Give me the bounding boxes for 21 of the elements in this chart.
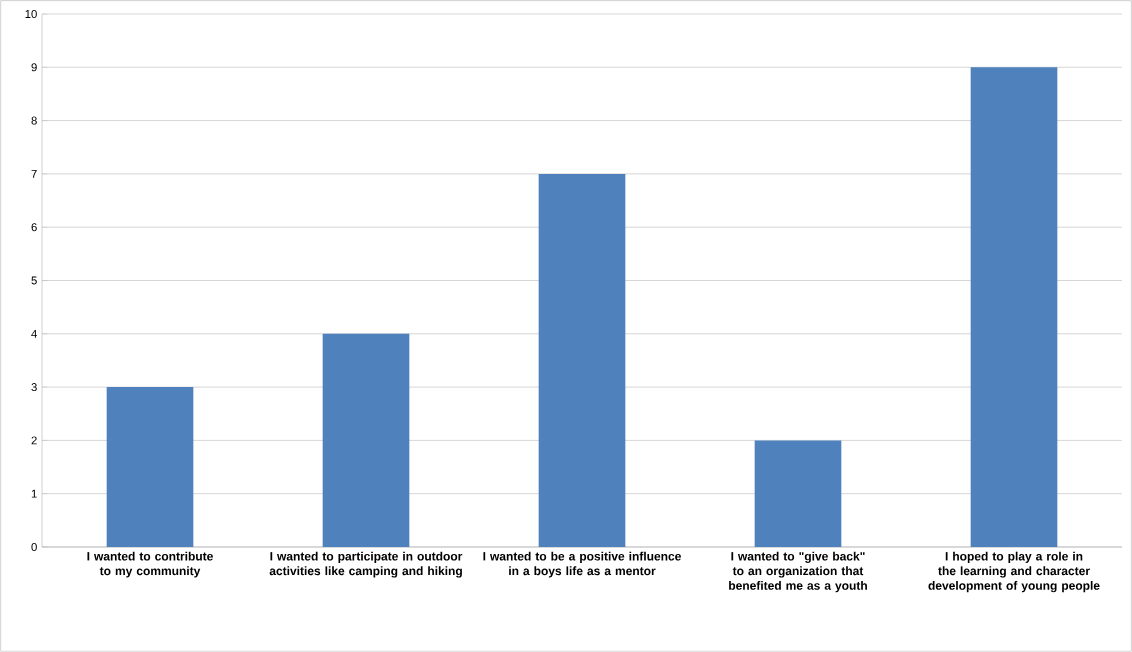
y-tick-label: 6 <box>31 223 37 232</box>
x-tick-label: I wanted to participate in outdoor activities like camping and hiking <box>269 551 463 578</box>
x-tick-label: I hoped to play a role in the learning and character development of young people <box>928 551 1100 593</box>
y-tick-label: 8 <box>31 116 37 125</box>
x-tick-label: I wanted to "give back" to an organization that benefited me as a youth <box>729 551 867 593</box>
bar <box>322 333 410 547</box>
y-tick-label: 0 <box>31 542 37 551</box>
bar <box>754 440 842 547</box>
y-tick-label: 3 <box>31 383 37 392</box>
y-tick-label: 1 <box>31 489 37 498</box>
bar <box>538 173 626 547</box>
y-tick-label: 7 <box>31 169 37 178</box>
y-tick-label: 5 <box>31 276 37 285</box>
y-tick-label: 10 <box>25 9 37 18</box>
y-tick-label: 2 <box>31 436 37 445</box>
x-tick-label: I wanted to be a positive influence in a boys life as a mentor <box>483 551 681 578</box>
bar <box>106 387 194 547</box>
y-tick-label: 9 <box>31 63 37 72</box>
y-tick-label: 4 <box>31 329 37 338</box>
bar <box>970 67 1058 547</box>
x-tick-label: I wanted to contribute to my community <box>87 551 213 578</box>
